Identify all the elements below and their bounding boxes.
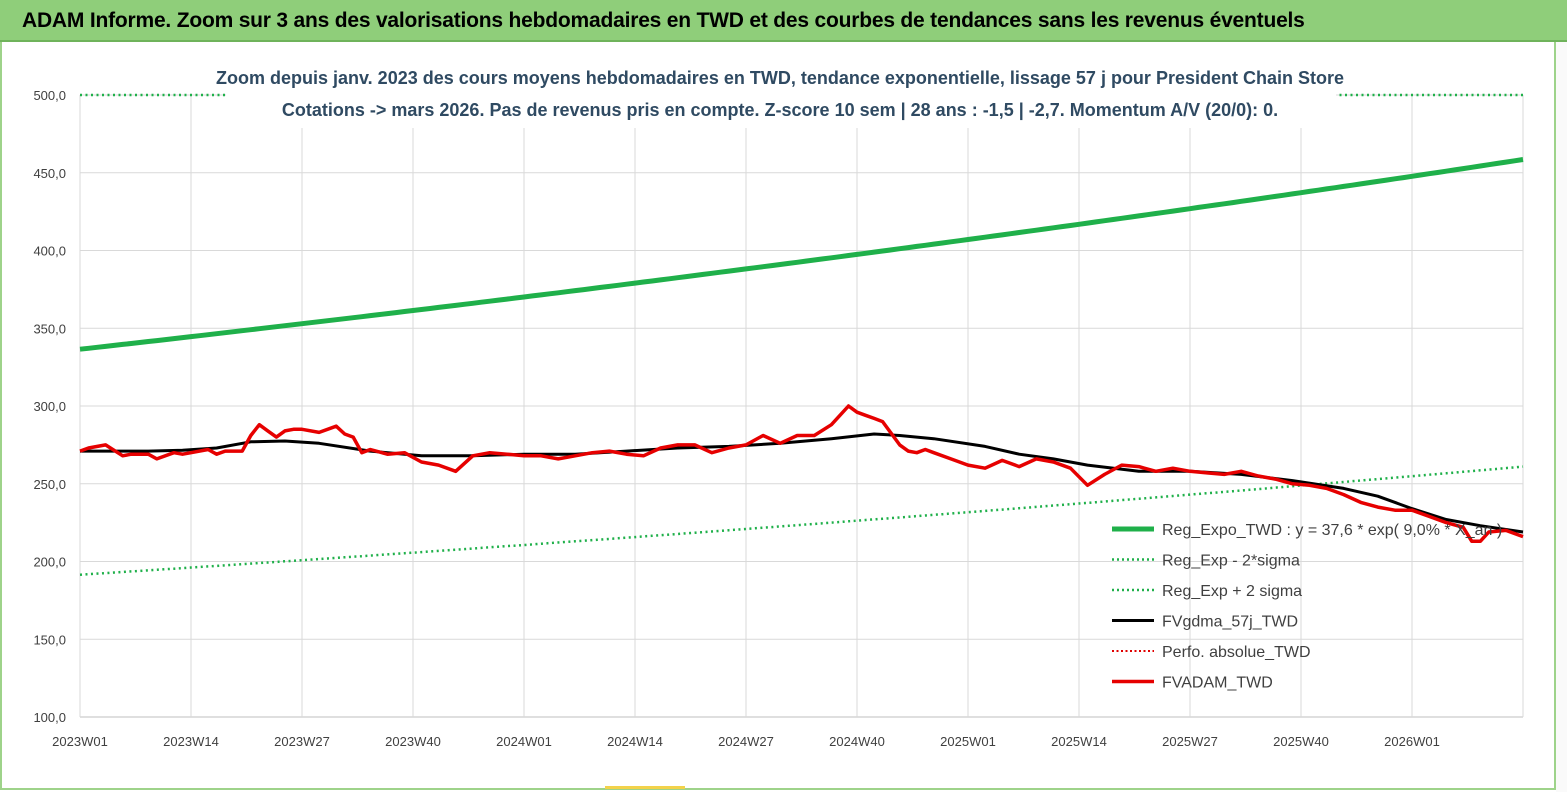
y-tick-label: 150,0 xyxy=(33,632,66,647)
series-reg-exp-minus-2sigma xyxy=(79,465,1524,576)
legend-label-reg_plus: Reg_Exp + 2 sigma xyxy=(1162,583,1302,600)
y-tick-label: 350,0 xyxy=(33,321,66,336)
x-tick-label: 2023W01 xyxy=(52,734,108,749)
legend-label-fvgdma: FVgdma_57j_TWD xyxy=(1162,614,1298,631)
y-tick-label: 500,0 xyxy=(33,88,66,103)
y-axis-ticks: 100,0 150,0 200,0 250,0 300,0 350,0 400,0 450,0… xyxy=(33,88,66,725)
chart-frame xyxy=(0,42,1556,790)
legend-label-reg_minus: Reg_Exp - 2*sigma xyxy=(1162,553,1300,570)
x-tick-label: 2024W14 xyxy=(607,734,663,749)
series-fvgdma-57j xyxy=(80,432,1524,534)
right-strip xyxy=(1556,42,1567,792)
x-tick-label: 2025W14 xyxy=(1051,734,1107,749)
series-reg-expo xyxy=(79,157,1524,352)
y-tick-label: 100,0 xyxy=(33,710,66,725)
x-tick-label: 2023W14 xyxy=(163,734,219,749)
x-tick-label: 2025W40 xyxy=(1273,734,1329,749)
legend-label-reg_expo: Reg_Expo_TWD : y = 37,6 * exp( 9,0% * X_… xyxy=(1162,522,1502,539)
chart-subtitle-line1: Zoom depuis janv. 2023 des cours moyens … xyxy=(216,68,1344,88)
page-title: ADAM Informe. Zoom sur 3 ans des valoris… xyxy=(22,9,1305,32)
x-tick-label: 2024W40 xyxy=(829,734,885,749)
x-axis-ticks: 2023W01 2023W14 2023W27 2023W40 2024W01 2024W… xyxy=(52,734,1440,749)
x-tick-label: 2025W01 xyxy=(940,734,996,749)
legend-label-perfo: Perfo. absolue_TWD xyxy=(1162,644,1311,661)
gridlines xyxy=(79,94,1524,718)
series-layer xyxy=(79,93,1524,576)
x-tick-label: 2024W01 xyxy=(496,734,552,749)
y-tick-label: 400,0 xyxy=(33,244,66,259)
x-tick-label: 2026W01 xyxy=(1384,734,1440,749)
series-fvadam xyxy=(79,404,1524,544)
bottom-marker xyxy=(605,786,685,789)
legend: Reg_Expo_TWD : y = 37,6 * exp( 9,0% * X_… xyxy=(1112,522,1502,692)
legend-label-fvadam: FVADAM_TWD xyxy=(1162,675,1273,692)
x-tick-label: 2025W27 xyxy=(1162,734,1218,749)
x-tick-label: 2023W40 xyxy=(385,734,441,749)
title-banner: ADAM Informe. Zoom sur 3 ans des valoris… xyxy=(0,0,1567,42)
subtitle-background xyxy=(226,60,1336,128)
y-tick-label: 300,0 xyxy=(33,399,66,414)
x-tick-label: 2024W27 xyxy=(718,734,774,749)
y-tick-label: 450,0 xyxy=(33,166,66,181)
y-tick-label: 250,0 xyxy=(33,477,66,492)
chart-subtitle-line2: Cotations -> mars 2026. Pas de revenus p… xyxy=(282,100,1278,120)
x-tick-label: 2023W27 xyxy=(274,734,330,749)
y-tick-label: 200,0 xyxy=(33,555,66,570)
